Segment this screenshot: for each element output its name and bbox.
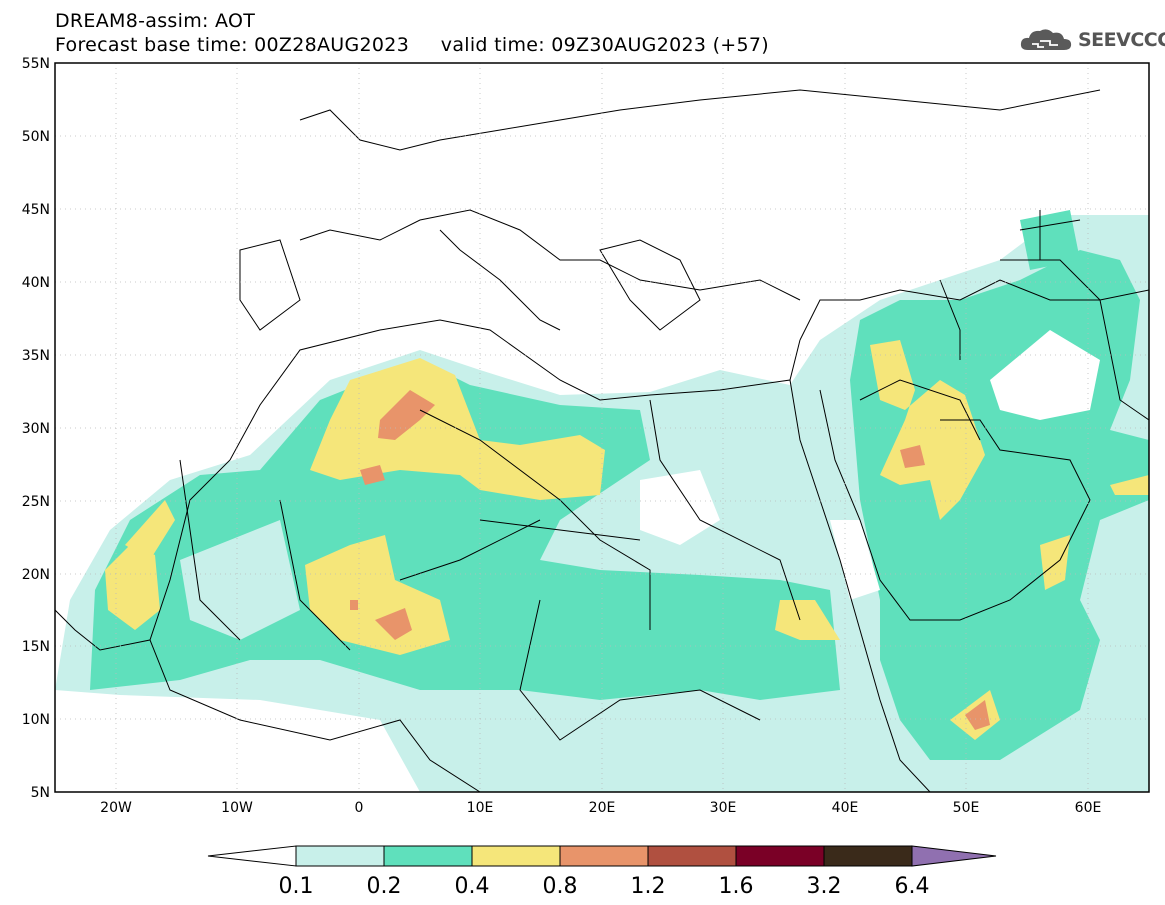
lat-tick: 15N <box>22 639 50 655</box>
lon-tick: 20W <box>100 800 132 816</box>
colorbar-label: 0.4 <box>455 874 490 899</box>
cloud-logo-icon <box>1020 29 1072 50</box>
colorbar-label: 3.2 <box>807 874 842 899</box>
seevccc-logo: SEEVCCC <box>1018 26 1165 54</box>
colorbar-swatch <box>559 845 649 867</box>
lat-tick: 10N <box>22 712 50 728</box>
lon-tick: 40E <box>832 800 859 816</box>
colorbar-label: 1.6 <box>719 874 754 899</box>
logo-text: SEEVCCC <box>1078 29 1165 51</box>
lat-tick: 45N <box>22 202 50 218</box>
lat-tick: 25N <box>22 494 50 510</box>
colorbar-swatch <box>647 845 737 867</box>
colorbar-label: 0.2 <box>367 874 402 899</box>
colorbar-swatch <box>823 845 913 867</box>
colorbar-label: 1.2 <box>631 874 666 899</box>
title-times: Forecast base time: 00Z28AUG2023 valid t… <box>55 34 770 56</box>
lon-tick: 50E <box>953 800 980 816</box>
colorbar-swatch <box>735 845 825 867</box>
coastlines <box>55 89 1149 792</box>
lat-tick: 20N <box>22 567 50 583</box>
aot-contour-0.4-niger <box>305 535 450 655</box>
aot-contour-0.4-iraq <box>870 340 985 520</box>
aot-contour-0.4-mauritania <box>105 545 160 630</box>
colorbar <box>207 845 997 867</box>
colorbar-swatch <box>295 845 385 867</box>
lon-tick: 30E <box>710 800 737 816</box>
colorbar-swatch <box>383 845 473 867</box>
lat-tick: 55N <box>22 56 50 72</box>
colorbar-label: 0.1 <box>279 874 314 899</box>
map-frame <box>54 62 1150 793</box>
lat-tick: 35N <box>22 348 50 364</box>
aot-contour-0.2-caspian <box>1020 210 1080 270</box>
colorbar-swatch <box>471 845 561 867</box>
lat-tick: 50N <box>22 129 50 145</box>
lon-tick: 10E <box>467 800 494 816</box>
colorbar-label: 0.8 <box>543 874 578 899</box>
lon-axis: 20W 10W 0 10E 20E 30E 40E 50E 60E <box>100 800 1101 816</box>
colorbar-labels: 0.1 0.2 0.4 0.8 1.2 1.6 3.2 6.4 <box>279 874 930 899</box>
aot-contour-0.8 <box>378 390 435 440</box>
lat-tick: 30N <box>22 421 50 437</box>
colorbar-under-triangle <box>207 845 297 867</box>
lon-tick: 60E <box>1075 800 1102 816</box>
lat-axis: 55N 50N 45N 40N 35N 30N 25N 20N 15N 10N … <box>22 56 50 801</box>
lon-tick: 10W <box>221 800 253 816</box>
lat-tick: 40N <box>22 275 50 291</box>
colorbar-label: 6.4 <box>895 874 930 899</box>
colorbar-over-triangle <box>911 845 997 867</box>
lon-tick: 20E <box>589 800 616 816</box>
lon-tick: 0 <box>355 800 364 816</box>
aot-field <box>55 63 1149 792</box>
title-model: DREAM8-assim: AOT <box>55 10 256 32</box>
lat-tick: 5N <box>31 785 50 801</box>
